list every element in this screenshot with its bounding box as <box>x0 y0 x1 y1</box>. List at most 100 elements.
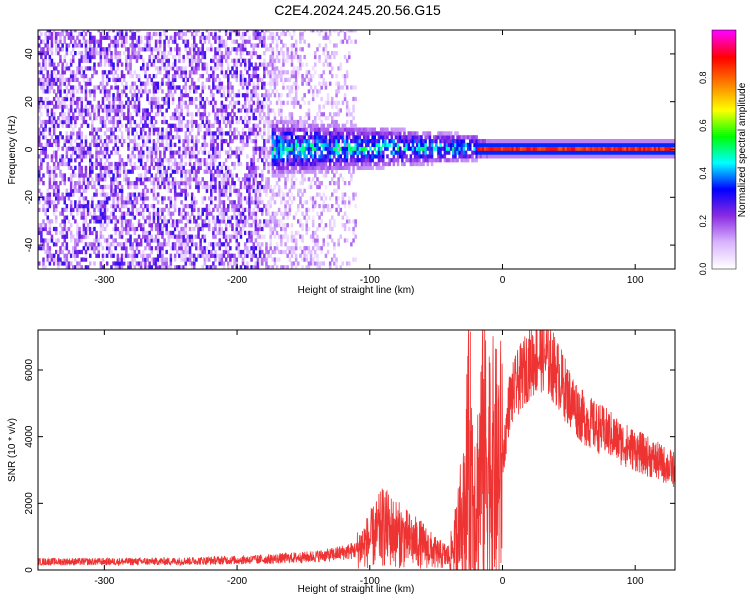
spectrogram-cell <box>86 177 90 182</box>
spectrogram-cell <box>159 35 162 40</box>
spectrogram-cell <box>318 261 321 266</box>
spectrogram-cell <box>57 165 60 171</box>
spectrogram-cell <box>74 242 77 247</box>
spectrogram-cell <box>93 51 96 56</box>
spectrogram-cell <box>227 196 230 201</box>
spectrogram-cell <box>309 181 313 186</box>
spectrogram-cell <box>241 43 245 48</box>
spectrogram-cell <box>241 261 245 266</box>
spectrogram-cell <box>314 253 317 258</box>
spectrogram-cell <box>282 43 285 48</box>
spectrogram-cell <box>84 135 88 140</box>
spectrogram-cell <box>222 181 226 186</box>
spectrogram-cell <box>199 96 202 102</box>
spectrogram-cell <box>322 112 326 117</box>
spectrogram-cell <box>258 257 262 262</box>
spectrogram-cell <box>275 39 279 44</box>
spectrogram-cell <box>131 204 134 209</box>
spectrogram-cell <box>152 85 156 90</box>
spectrogram-cell <box>131 253 134 258</box>
spectrogram-cell <box>95 116 98 121</box>
spectrogram-cell <box>269 200 272 205</box>
spectrogram-cell <box>352 257 355 262</box>
spectrogram-cell <box>216 74 219 79</box>
spectrogram-cell <box>82 58 86 63</box>
spectrogram-cell <box>176 70 179 75</box>
spectrogram-cell <box>80 154 84 159</box>
spectrogram-cell <box>103 211 107 216</box>
spectrogram-cell <box>150 150 154 155</box>
spectrogram-cell <box>112 146 115 151</box>
spectrogram-cell <box>169 146 173 151</box>
spectrogram-cell <box>129 74 132 79</box>
spectrogram-cell <box>328 39 332 44</box>
spectrogram-cell <box>337 158 340 163</box>
spectrogram-cell <box>326 204 330 209</box>
spectrogram-cell <box>227 35 230 40</box>
spectrogram-cell <box>46 169 50 174</box>
spectrogram-cell <box>288 207 292 213</box>
spectrogram-cell <box>212 154 215 159</box>
spectrogram-cell <box>218 35 222 40</box>
spectrogram-cell <box>156 39 160 44</box>
spectrogram-cell <box>125 31 128 37</box>
spectrogram-cell <box>139 196 143 201</box>
spectrogram-cell <box>95 246 98 251</box>
spectrogram-cell <box>156 112 160 117</box>
spectrogram-cell <box>263 131 266 136</box>
spectrogram-cell <box>320 74 323 79</box>
spectrogram-cell <box>280 77 283 83</box>
spectrogram-cell <box>40 47 43 52</box>
spectrogram-cell <box>120 257 124 262</box>
spectrogram-cell <box>38 100 41 105</box>
spectrogram-cell <box>352 146 355 151</box>
spectrogram-cell <box>150 100 154 105</box>
spectrogram-cell <box>101 207 105 213</box>
spectrogram-cell <box>231 66 234 71</box>
spectrogram-cell <box>218 119 222 125</box>
spectrogram-cell <box>116 43 120 48</box>
spectrogram-cell <box>167 146 171 151</box>
spectrogram-cell <box>201 223 205 228</box>
spectrogram-cell <box>142 226 145 232</box>
spectrogram-cell <box>48 77 52 83</box>
spectrogram-cell <box>328 161 332 167</box>
spectrogram-cell <box>108 30 111 33</box>
spectrogram-cell <box>193 54 196 60</box>
spectrogram-cell <box>148 230 151 236</box>
spectrogram-cell <box>322 127 326 132</box>
spectrogram-cell <box>95 139 98 144</box>
spectrogram-cell <box>314 242 317 247</box>
spectrogram-cell <box>52 257 56 262</box>
spectrogram-cell <box>229 257 232 262</box>
spectrogram-cell <box>50 100 54 105</box>
spectrogram-cell <box>161 158 164 163</box>
spectrogram-cell <box>337 89 340 94</box>
spectrogram-cell <box>239 200 243 205</box>
spectrogram-cell <box>118 93 122 98</box>
spectrogram-cell <box>82 116 86 121</box>
spectrogram-cell <box>224 70 228 75</box>
spectrogram-cell <box>72 30 75 33</box>
spectrogram-cell <box>231 30 234 33</box>
spectrogram-cell <box>169 253 173 258</box>
spectrogram-cell <box>288 119 292 125</box>
spectrogram-cell <box>214 100 217 105</box>
spectrogram-cell <box>110 139 113 144</box>
spectrogram-cell <box>167 62 171 67</box>
spectrogram-cell <box>203 196 207 201</box>
spectrogram-cell <box>78 261 81 266</box>
spectrogram-cell <box>326 249 330 255</box>
spectrogram-cell <box>182 70 185 75</box>
spectrogram-cell <box>284 207 287 213</box>
spectrogram-cell <box>224 30 228 33</box>
spectrogram-cell <box>180 127 183 132</box>
spectrogram-cell <box>55 66 58 71</box>
spectrogram-cell <box>103 204 107 209</box>
spectrogram-cell <box>122 219 126 224</box>
spectrogram-cell <box>333 150 336 155</box>
spectrogram-cell <box>89 47 92 52</box>
spectrogram-cell <box>220 58 224 63</box>
spectrogram-cell <box>165 223 168 228</box>
spectrogram-cell <box>227 234 230 239</box>
